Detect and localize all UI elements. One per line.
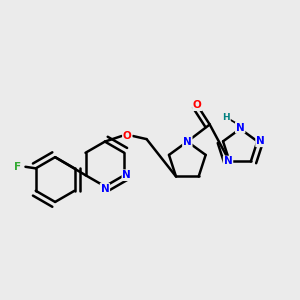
Text: O: O — [123, 131, 132, 141]
Text: N: N — [236, 123, 244, 133]
Text: H: H — [222, 112, 230, 122]
Text: N: N — [224, 157, 233, 166]
Text: N: N — [122, 170, 131, 180]
Text: F: F — [14, 162, 21, 172]
Text: O: O — [193, 100, 202, 110]
Text: N: N — [183, 136, 192, 147]
Text: N: N — [256, 136, 265, 146]
Text: N: N — [100, 184, 109, 194]
